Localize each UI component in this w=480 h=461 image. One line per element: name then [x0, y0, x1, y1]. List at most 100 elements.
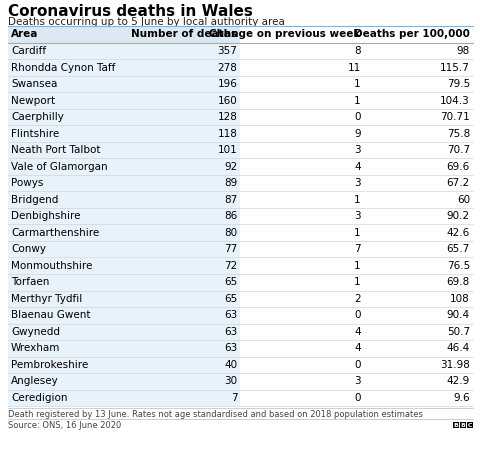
Bar: [8, 93, 240, 109]
Text: Gwynedd: Gwynedd: [11, 327, 60, 337]
Text: 118: 118: [217, 129, 238, 139]
Text: 67.2: 67.2: [447, 178, 470, 188]
Text: B: B: [461, 422, 466, 427]
Text: 50.7: 50.7: [447, 327, 470, 337]
Text: 70.71: 70.71: [440, 112, 470, 122]
Text: 92: 92: [224, 162, 238, 172]
Text: 65: 65: [224, 294, 238, 304]
Text: Conwy: Conwy: [11, 244, 46, 254]
Text: 128: 128: [217, 112, 238, 122]
Bar: [8, 373, 240, 390]
Bar: [8, 307, 240, 324]
Text: 11: 11: [348, 63, 361, 73]
Text: 357: 357: [217, 46, 238, 56]
Bar: [8, 191, 240, 208]
Text: Vale of Glamorgan: Vale of Glamorgan: [11, 162, 108, 172]
Text: 3: 3: [354, 211, 361, 221]
Text: 1: 1: [354, 261, 361, 271]
Text: 3: 3: [354, 376, 361, 386]
Text: 101: 101: [218, 145, 238, 155]
Text: 76.5: 76.5: [447, 261, 470, 271]
Bar: [8, 109, 240, 125]
Text: 65.7: 65.7: [447, 244, 470, 254]
Bar: [8, 125, 240, 142]
Text: 7: 7: [354, 244, 361, 254]
Text: Carmarthenshire: Carmarthenshire: [11, 228, 99, 238]
Text: Wrexham: Wrexham: [11, 343, 60, 353]
Text: Newport: Newport: [11, 96, 55, 106]
Bar: [8, 43, 240, 59]
Text: Anglesey: Anglesey: [11, 376, 59, 386]
Bar: [8, 340, 240, 356]
Bar: [8, 175, 240, 191]
Text: 69.6: 69.6: [447, 162, 470, 172]
Text: 87: 87: [224, 195, 238, 205]
Text: Pembrokeshire: Pembrokeshire: [11, 360, 88, 370]
Text: 3: 3: [354, 178, 361, 188]
Text: 1: 1: [354, 79, 361, 89]
Text: 42.6: 42.6: [447, 228, 470, 238]
Bar: [460, 422, 466, 428]
Text: 72: 72: [224, 261, 238, 271]
Text: 46.4: 46.4: [447, 343, 470, 353]
Text: 86: 86: [224, 211, 238, 221]
Bar: [8, 208, 240, 225]
Bar: [467, 422, 473, 428]
Text: 31.98: 31.98: [440, 360, 470, 370]
Bar: [8, 274, 240, 290]
Bar: [453, 422, 459, 428]
Text: 1: 1: [354, 195, 361, 205]
Text: Bridgend: Bridgend: [11, 195, 59, 205]
Text: Rhondda Cynon Taff: Rhondda Cynon Taff: [11, 63, 115, 73]
Text: Cardiff: Cardiff: [11, 46, 46, 56]
Text: Flintshire: Flintshire: [11, 129, 59, 139]
Text: Change on previous week: Change on previous week: [209, 30, 361, 40]
Text: Deaths per 100,000: Deaths per 100,000: [354, 30, 470, 40]
Text: 2: 2: [354, 294, 361, 304]
Text: 69.8: 69.8: [447, 277, 470, 287]
Text: 108: 108: [450, 294, 470, 304]
Text: C: C: [468, 422, 472, 427]
Text: 1: 1: [354, 228, 361, 238]
Text: 70.7: 70.7: [447, 145, 470, 155]
Text: Source: ONS, 16 June 2020: Source: ONS, 16 June 2020: [8, 421, 121, 430]
Text: 60: 60: [457, 195, 470, 205]
Text: 160: 160: [218, 96, 238, 106]
Text: 4: 4: [354, 327, 361, 337]
Text: 77: 77: [224, 244, 238, 254]
Text: Neath Port Talbot: Neath Port Talbot: [11, 145, 100, 155]
Text: 80: 80: [224, 228, 238, 238]
Text: 9: 9: [354, 129, 361, 139]
Bar: [8, 258, 240, 274]
Text: Denbighshire: Denbighshire: [11, 211, 81, 221]
Text: 7: 7: [231, 393, 238, 403]
Bar: [8, 390, 240, 406]
Bar: [8, 76, 240, 93]
Text: Blaenau Gwent: Blaenau Gwent: [11, 310, 91, 320]
Text: 79.5: 79.5: [447, 79, 470, 89]
Text: Deaths occurring up to 5 June by local authority area: Deaths occurring up to 5 June by local a…: [8, 17, 285, 27]
Text: 90.2: 90.2: [447, 211, 470, 221]
Text: Caerphilly: Caerphilly: [11, 112, 64, 122]
Text: Merthyr Tydfil: Merthyr Tydfil: [11, 294, 82, 304]
Text: Monmouthshire: Monmouthshire: [11, 261, 92, 271]
Text: Number of deaths: Number of deaths: [132, 30, 238, 40]
Text: 90.4: 90.4: [447, 310, 470, 320]
Text: 278: 278: [217, 63, 238, 73]
Text: Ceredigion: Ceredigion: [11, 393, 68, 403]
Text: 0: 0: [354, 112, 361, 122]
Bar: [8, 142, 240, 159]
Text: 65: 65: [224, 277, 238, 287]
Text: 8: 8: [354, 46, 361, 56]
Text: 4: 4: [354, 162, 361, 172]
Text: 1: 1: [354, 96, 361, 106]
Text: B: B: [454, 422, 458, 427]
Text: 0: 0: [354, 360, 361, 370]
Text: 63: 63: [224, 343, 238, 353]
Text: 196: 196: [217, 79, 238, 89]
Bar: [8, 324, 240, 340]
Text: 0: 0: [354, 393, 361, 403]
Text: 4: 4: [354, 343, 361, 353]
Text: 40: 40: [224, 360, 238, 370]
Text: 89: 89: [224, 178, 238, 188]
